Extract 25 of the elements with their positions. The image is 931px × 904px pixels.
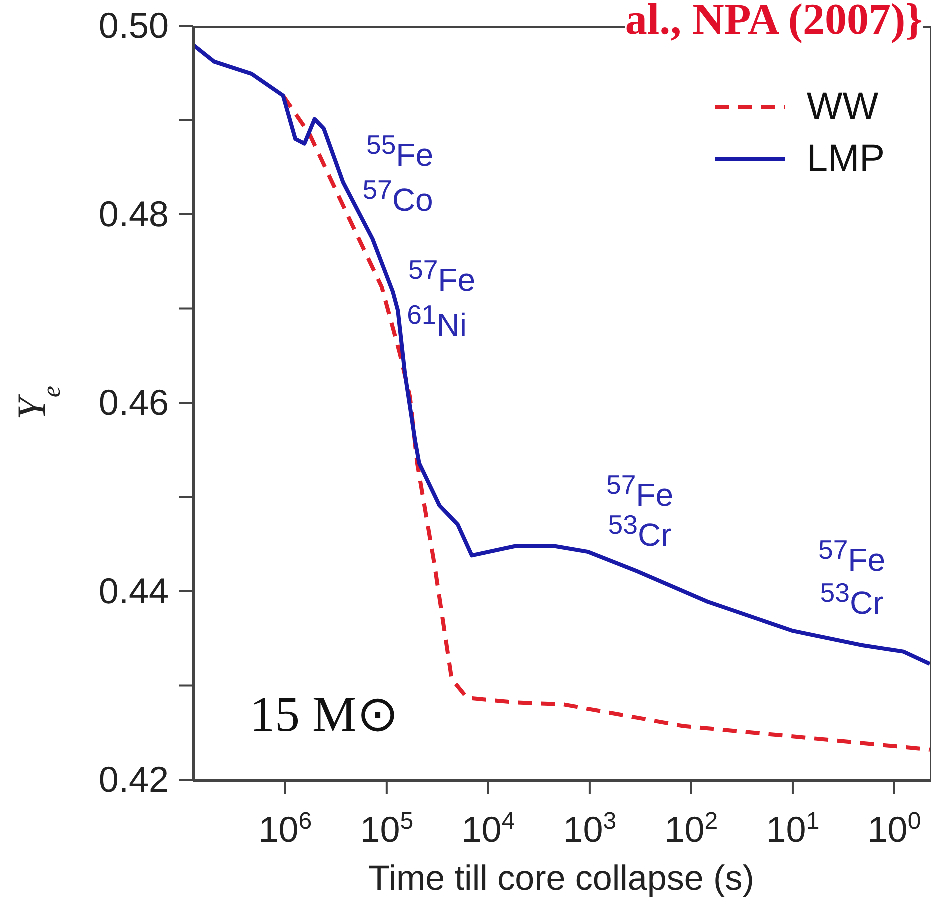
x-tick-label: 10$^{0}$ — [868, 808, 922, 850]
legend-label: LMP — [806, 137, 885, 182]
x-tick-label: 10$^{1}$ — [766, 808, 820, 850]
annotation: $^{57}$Fe — [606, 469, 674, 513]
y-tick-label: 0.44 — [98, 570, 169, 612]
x-tick-label: 10$^{6}$ — [258, 808, 312, 850]
y-tick-label: 0.42 — [98, 759, 169, 800]
annotation: $^{55}$Fe — [366, 129, 434, 173]
y-tick-label: 0.46 — [98, 382, 169, 423]
annotation: $^{57}$Fe — [818, 534, 886, 578]
x-axis-title: Time till core collapse (s) — [368, 859, 754, 898]
annotation: $^{61}$Ni — [407, 299, 467, 343]
y-tick-label: 0.48 — [98, 194, 169, 234]
x-tick-label: 10$^{4}$ — [462, 808, 516, 850]
x-tick-label: 10$^{3}$ — [563, 808, 617, 850]
annotation: $^{53}$Cr — [820, 578, 884, 621]
annotation: 15 M⊙ — [250, 685, 399, 743]
x-tick-label: 10$^{5}$ — [360, 808, 414, 850]
legend-label: WW — [806, 85, 879, 130]
annotation: $^{57}$Fe — [408, 254, 476, 298]
y-tick-label: 0.50 — [98, 5, 169, 46]
annotation: $^{57}$Co — [362, 174, 434, 218]
annotation: $^{53}$Cr — [608, 510, 672, 553]
x-tick-label: 10$^{2}$ — [664, 808, 718, 850]
annotation: al., NPA (2007)} — [625, 0, 923, 44]
